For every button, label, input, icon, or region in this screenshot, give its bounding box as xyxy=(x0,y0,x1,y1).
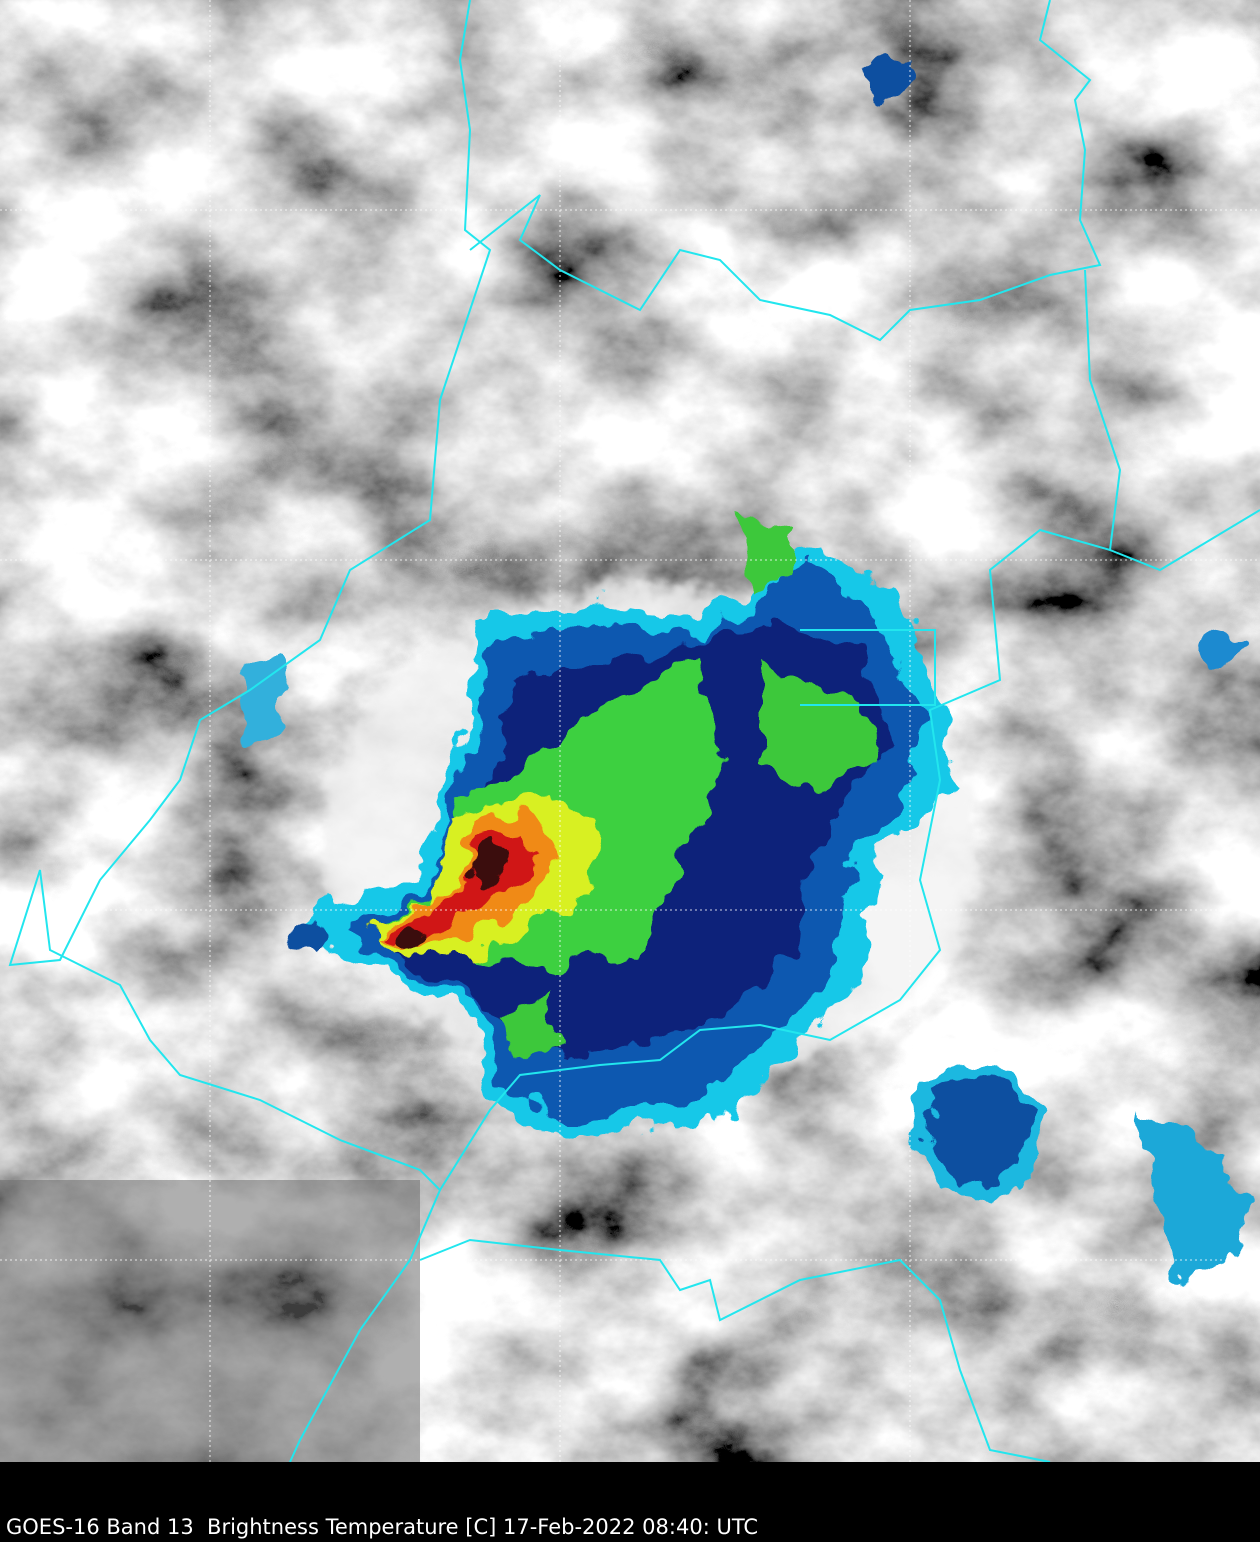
border-line xyxy=(800,629,936,706)
caption-bar xyxy=(0,1462,1260,1540)
storm-green-north xyxy=(740,520,790,590)
cell-east-blue xyxy=(930,1075,1035,1185)
graticule xyxy=(0,0,1260,1462)
cell-far-east xyxy=(1200,634,1240,662)
storm-core-west xyxy=(396,931,424,949)
convective-storm xyxy=(243,53,1250,1280)
cell-southeast xyxy=(1140,1100,1250,1280)
cell-southwest xyxy=(290,922,330,958)
border-line xyxy=(8,0,492,1463)
caption: GOES-16 Band 13 Brightness Temperature [… xyxy=(6,1515,759,1539)
storm-green-south xyxy=(500,1000,560,1060)
border-line xyxy=(439,269,1122,1191)
borders xyxy=(8,0,1260,1463)
storm-green-east xyxy=(760,660,880,790)
storm-core xyxy=(470,843,506,887)
border-line xyxy=(1109,509,1260,572)
border-line xyxy=(469,0,1102,342)
cell-west xyxy=(243,655,287,745)
border-line xyxy=(419,1238,1051,1463)
cell-north xyxy=(865,53,905,97)
